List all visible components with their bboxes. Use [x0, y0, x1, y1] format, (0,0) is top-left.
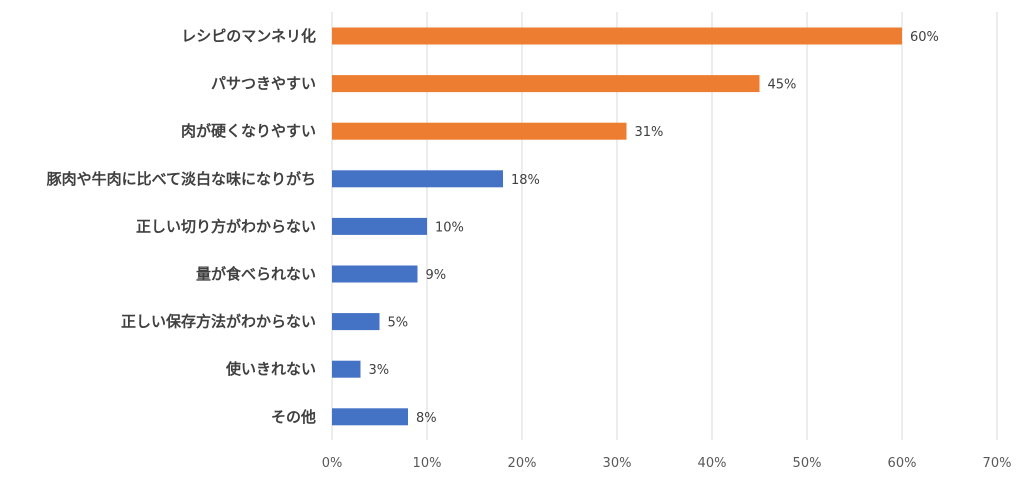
value-label-5: 10% [435, 220, 464, 235]
category-label-8: 使いきれない [225, 360, 316, 378]
bar-8 [332, 360, 361, 378]
bar-5 [332, 217, 427, 235]
x-tick-label-40: 40% [698, 456, 727, 471]
bar-2 [332, 75, 760, 93]
category-label-3: 肉が硬くなりやすい [181, 122, 316, 140]
value-label-6: 9% [426, 268, 447, 283]
x-tick-label-10: 10% [413, 456, 442, 471]
value-label-4: 18% [511, 173, 540, 188]
x-tick-label-0: 0% [322, 456, 343, 471]
category-labels: レシピのマンネリ化パサつきやすい肉が硬くなりやすい豚肉や牛肉に比べて淡白な味にな… [47, 27, 316, 426]
category-label-5: 正しい切り方がわからない [136, 217, 316, 235]
bar-3 [332, 122, 627, 140]
x-tick-label-70: 70% [983, 456, 1012, 471]
category-label-7: 正しい保存方法がわからない [121, 313, 316, 331]
value-labels: 60% 45% 31% 18% 10% 9% 5% 3% 8% [369, 30, 939, 426]
category-label-9: その他 [271, 408, 316, 426]
value-label-3: 31% [635, 125, 664, 140]
x-tick-label-30: 30% [603, 456, 632, 471]
bar-1 [332, 27, 902, 45]
category-label-4: 豚肉や牛肉に比べて淡白な味になりがち [47, 170, 316, 188]
category-label-6: 量が食べられない [196, 265, 316, 283]
category-label-1: レシピのマンネリ化 [181, 27, 316, 45]
value-label-1: 60% [910, 30, 939, 45]
bar-6 [332, 265, 418, 283]
bar-7 [332, 313, 380, 331]
bar-4 [332, 170, 503, 188]
value-label-2: 45% [768, 78, 797, 93]
value-label-7: 5% [388, 316, 409, 331]
x-axis-tick-labels: 0% 10% 20% 30% 40% 50% 60% 70% [322, 456, 1012, 471]
bars [332, 27, 902, 426]
x-tick-label-60: 60% [888, 456, 917, 471]
x-tick-label-50: 50% [793, 456, 822, 471]
category-label-2: パサつきやすい [211, 75, 316, 93]
value-label-9: 8% [416, 411, 437, 426]
bar-9 [332, 408, 408, 426]
x-tick-label-20: 20% [508, 456, 537, 471]
value-label-8: 3% [369, 363, 390, 378]
